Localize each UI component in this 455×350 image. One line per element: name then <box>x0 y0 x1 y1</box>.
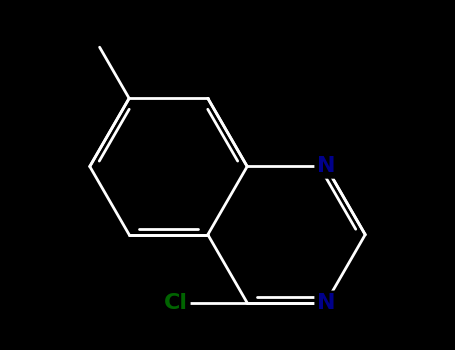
Text: N: N <box>317 156 335 176</box>
Text: N: N <box>317 293 335 313</box>
Text: Cl: Cl <box>164 293 188 313</box>
